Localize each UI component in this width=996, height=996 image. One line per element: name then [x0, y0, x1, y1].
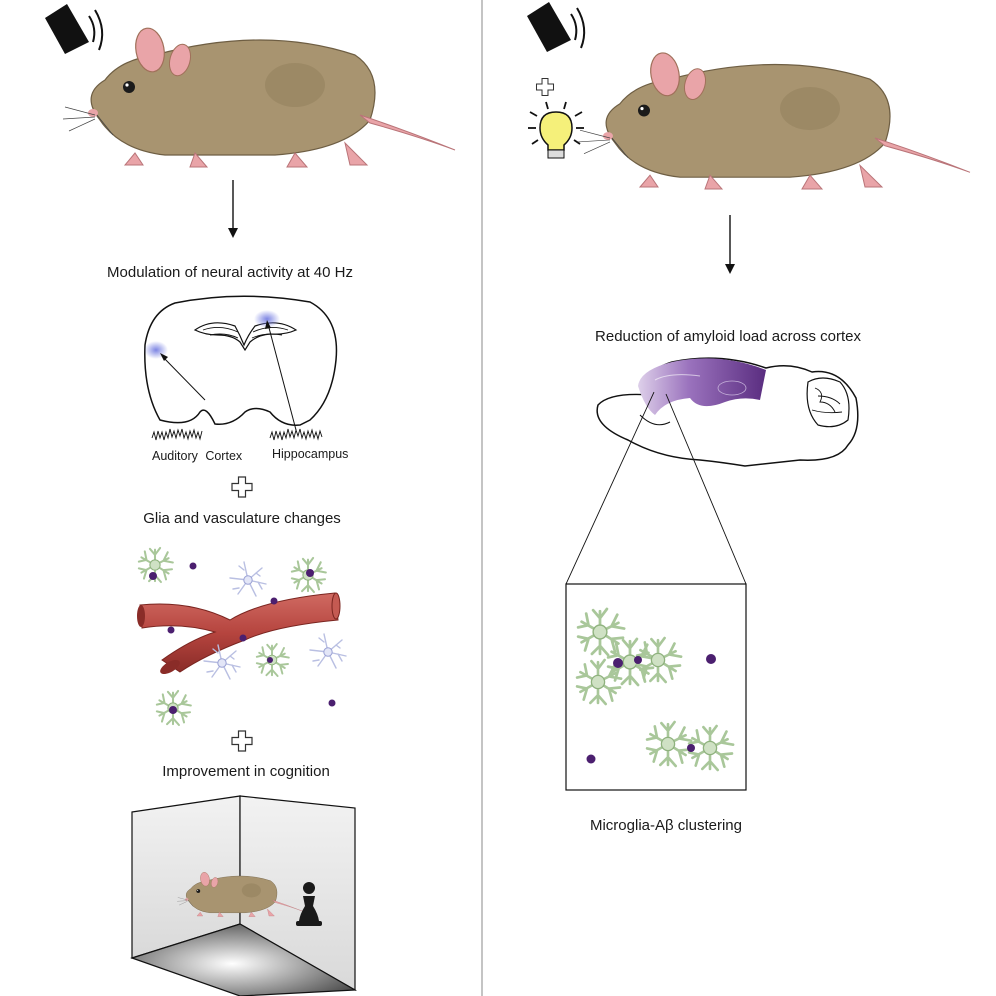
step-1-label: Modulation of neural activity at 40 Hz [107, 264, 353, 281]
mouse-illustration [62, 25, 456, 168]
mouse-illustration [577, 50, 971, 190]
glia-vasculature-illustration [137, 546, 347, 727]
brain-sagittal-section [565, 357, 859, 585]
plus-icon [231, 476, 253, 498]
step-2-label: Microglia-Aβ clustering [590, 817, 742, 834]
speaker-icon [526, 1, 586, 53]
open-field-box [130, 795, 358, 996]
plus-icon [231, 730, 253, 752]
brain-coronal-section [144, 295, 338, 441]
hippocampus-label: Hippocampus [272, 447, 348, 461]
right-panel: Reduction of amyloid load across cortex [526, 1, 971, 834]
step-3-label: Improvement in cognition [162, 763, 330, 780]
speaker-icon [44, 3, 104, 55]
auditory-cortex-label: Auditory Cortex [152, 449, 243, 463]
zoom-inset-box [565, 583, 747, 791]
pawn-icon [296, 882, 322, 926]
arrow-down-icon [228, 180, 238, 238]
step-2-label: Glia and vasculature changes [143, 510, 341, 527]
left-panel: Modulation of neural activity at 40 Hz A… [44, 3, 456, 996]
light-bulb-icon [528, 101, 584, 159]
arrow-down-icon [725, 215, 735, 274]
plus-icon [535, 77, 555, 97]
step-1-label: Reduction of amyloid load across cortex [595, 328, 861, 345]
